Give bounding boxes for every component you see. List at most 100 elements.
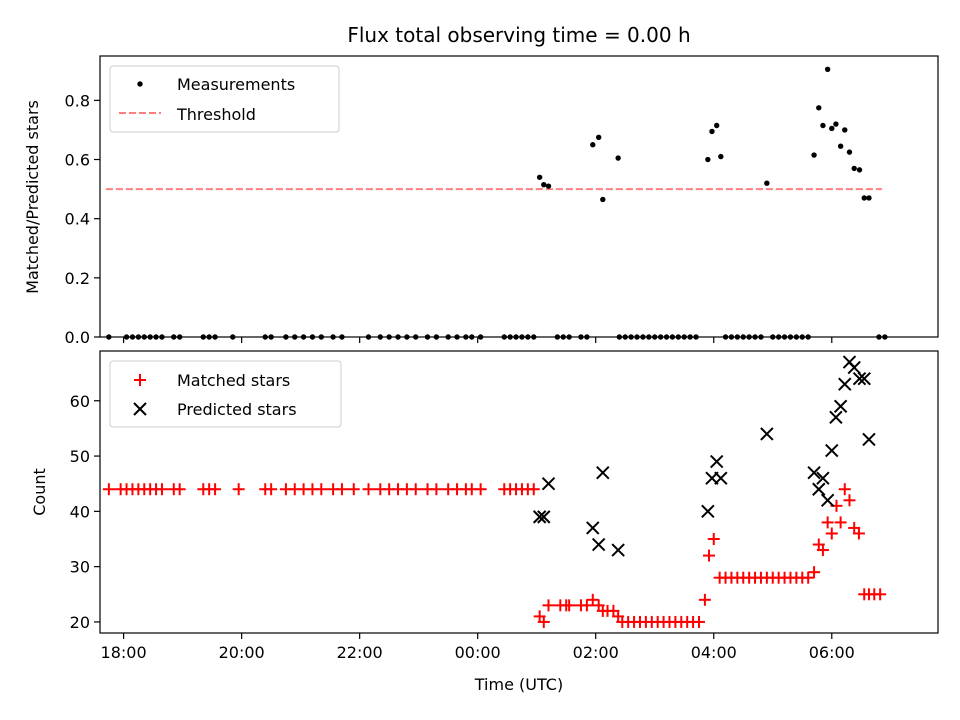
predicted-star-point: [847, 360, 861, 375]
x-tick-label: 06:00: [809, 643, 855, 662]
top-x-ticks: [123, 337, 833, 343]
measurement-point: [595, 134, 602, 141]
bottom-y-tick-label: 30: [70, 558, 90, 577]
predicted-star-point: [714, 471, 728, 485]
matched-star-point: [362, 483, 375, 496]
measurement-point: [866, 195, 872, 201]
matched-star-point: [698, 593, 711, 606]
matched-star-point: [430, 483, 443, 496]
measurement-point: [837, 143, 844, 149]
predicted-star-point: [537, 510, 551, 524]
predicted-stars-legend-label: Predicted stars: [177, 400, 297, 419]
matched-star-point: [232, 483, 245, 496]
matched-star-point: [315, 483, 328, 496]
top-y-ticks: 0.0 0.2 0.4 0.6 0.8: [65, 91, 100, 347]
matched-stars-legend-label: Matched stars: [177, 371, 290, 390]
bottom-y-ticks: 20 30 40 50 60: [70, 392, 100, 632]
predicted-star-point: [825, 443, 839, 458]
bottom-y-tick-label: 50: [70, 447, 90, 466]
matched-star-point: [347, 483, 360, 496]
measurement-point: [709, 128, 715, 135]
matched-star-point: [580, 599, 593, 612]
matched-star-point: [852, 527, 865, 540]
matched-star-point: [703, 549, 716, 562]
top-y-tick-label: 0.6: [65, 151, 90, 170]
measurement-point: [816, 105, 822, 111]
measurement-point: [536, 174, 543, 180]
predicted-star-point: [807, 465, 821, 480]
matched-star-point: [563, 599, 576, 612]
matched-star-point: [816, 544, 829, 557]
measurement-point: [851, 165, 857, 172]
measurement-point: [846, 149, 853, 155]
bottom-y-tick-label: 60: [70, 392, 90, 411]
measurements-legend-marker: [137, 81, 143, 87]
threshold-legend-label: Threshold: [176, 105, 256, 124]
measurement-point: [541, 181, 547, 188]
bottom-legend-box: [109, 360, 342, 428]
predicted-star-point: [833, 399, 848, 414]
measurement-point: [861, 195, 867, 201]
matched-stars-layer: [102, 483, 887, 628]
predicted-star-point: [709, 454, 724, 469]
x-tick-label: 22:00: [337, 643, 383, 662]
matched-star-point: [834, 516, 847, 529]
matched-star-point: [692, 615, 705, 628]
bottom-y-tick-label: 40: [70, 502, 90, 521]
x-tick-label: 18:00: [101, 643, 147, 662]
measurement-point: [713, 122, 720, 129]
matched-star-point: [527, 483, 540, 496]
matched-star-point: [808, 566, 821, 579]
top-panel: 0.00.20.40.60.8 Matched/Predicted stars …: [23, 55, 939, 347]
predicted-star-point: [857, 371, 871, 386]
matched-star-point: [843, 494, 856, 507]
measurement-point: [833, 121, 839, 127]
predicted-star-point: [701, 504, 715, 519]
measurements-legend-label: Measurements: [177, 75, 295, 94]
matched-star-point: [586, 593, 599, 606]
measurement-point: [764, 180, 770, 186]
matched-star-point: [874, 588, 887, 601]
matched-star-point: [335, 483, 348, 496]
predicted-stars-layer: [532, 355, 876, 557]
measurement-point: [811, 152, 817, 158]
top-legend-box: [109, 65, 340, 133]
bottom-legend: Matched stars Predicted stars: [109, 360, 342, 428]
predicted-star-point: [852, 371, 867, 386]
matched-star-point: [155, 483, 168, 496]
top-y-axis-label: Matched/Predicted stars: [23, 100, 42, 294]
predicted-star-point: [829, 410, 843, 425]
measurement-point: [856, 167, 863, 173]
matched-stars-legend-marker: [134, 374, 146, 386]
measurement-point: [600, 196, 606, 203]
x-tick-label: 02:00: [573, 643, 619, 662]
top-y-tick-label: 0.0: [65, 328, 90, 347]
matched-star-point: [409, 483, 422, 496]
predicted-star-point: [812, 482, 826, 496]
measurement-point: [820, 122, 826, 129]
measurement-point: [842, 127, 848, 133]
measurement-point: [829, 125, 835, 132]
top-axes-frame: [99, 55, 939, 338]
predicted-star-point: [611, 543, 625, 557]
matched-star-point: [209, 483, 222, 496]
predicted-star-point: [591, 537, 606, 552]
matched-star-point: [821, 516, 834, 529]
measurement-points-layer: [106, 66, 888, 340]
bottom-y-tick-label: 20: [70, 613, 90, 632]
x-axis-label: Time (UTC): [474, 675, 563, 694]
measurement-point: [824, 66, 831, 73]
bottom-y-axis-label: Count: [30, 468, 49, 516]
bottom-panel: 20 30 40 50 60 18:00 20:00 22:00 00:00 02:00 04:0…: [30, 350, 939, 694]
matched-star-point: [825, 527, 838, 540]
predicted-star-point: [838, 377, 852, 391]
matched-star-point: [838, 483, 851, 496]
top-legend: Measurements Threshold: [109, 65, 340, 133]
matched-star-point: [542, 599, 555, 612]
measurement-point: [705, 156, 711, 163]
predicted-star-point: [596, 465, 610, 480]
predicted-star-point: [816, 471, 830, 485]
predicted-star-point: [532, 510, 547, 524]
matched-star-point: [102, 483, 115, 496]
